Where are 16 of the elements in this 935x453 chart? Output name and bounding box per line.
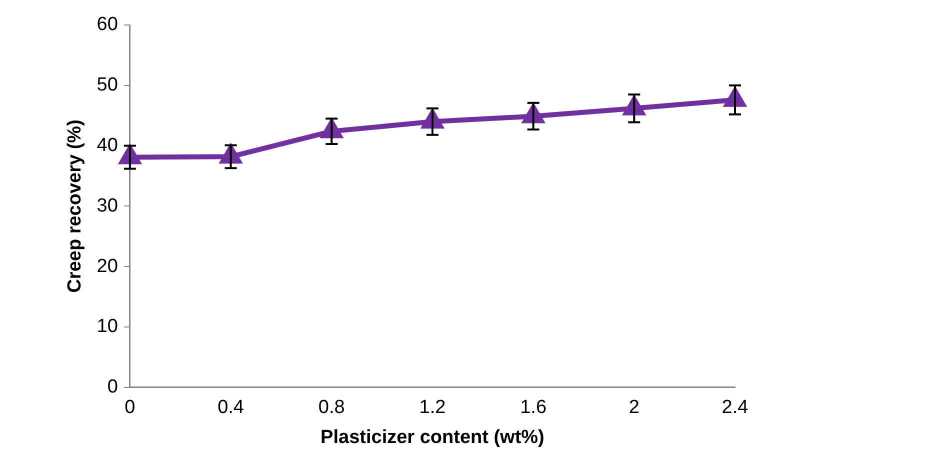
x-tick-label: 2 xyxy=(628,397,640,418)
x-tick-label: 0.4 xyxy=(218,397,244,418)
x-tick-label: 1.2 xyxy=(419,397,446,418)
y-tick-label: 10 xyxy=(96,316,118,338)
x-tick-label: 1.6 xyxy=(520,397,547,418)
y-tick-label: 50 xyxy=(96,74,118,96)
y-tick-label: 40 xyxy=(96,135,118,156)
x-axis-title: Plasticizer content (wt%) xyxy=(320,426,544,448)
x-tick-label: 2.4 xyxy=(722,397,749,418)
x-tick-label: 0.8 xyxy=(318,397,345,418)
y-tick-label: 0 xyxy=(107,376,118,398)
y-tick-label: 30 xyxy=(96,195,118,216)
y-axis-title: Creep recovery (%) xyxy=(64,120,86,293)
x-tick-label: 0 xyxy=(124,397,136,418)
y-tick-label: 60 xyxy=(96,14,118,36)
y-tick-label: 20 xyxy=(96,256,118,277)
